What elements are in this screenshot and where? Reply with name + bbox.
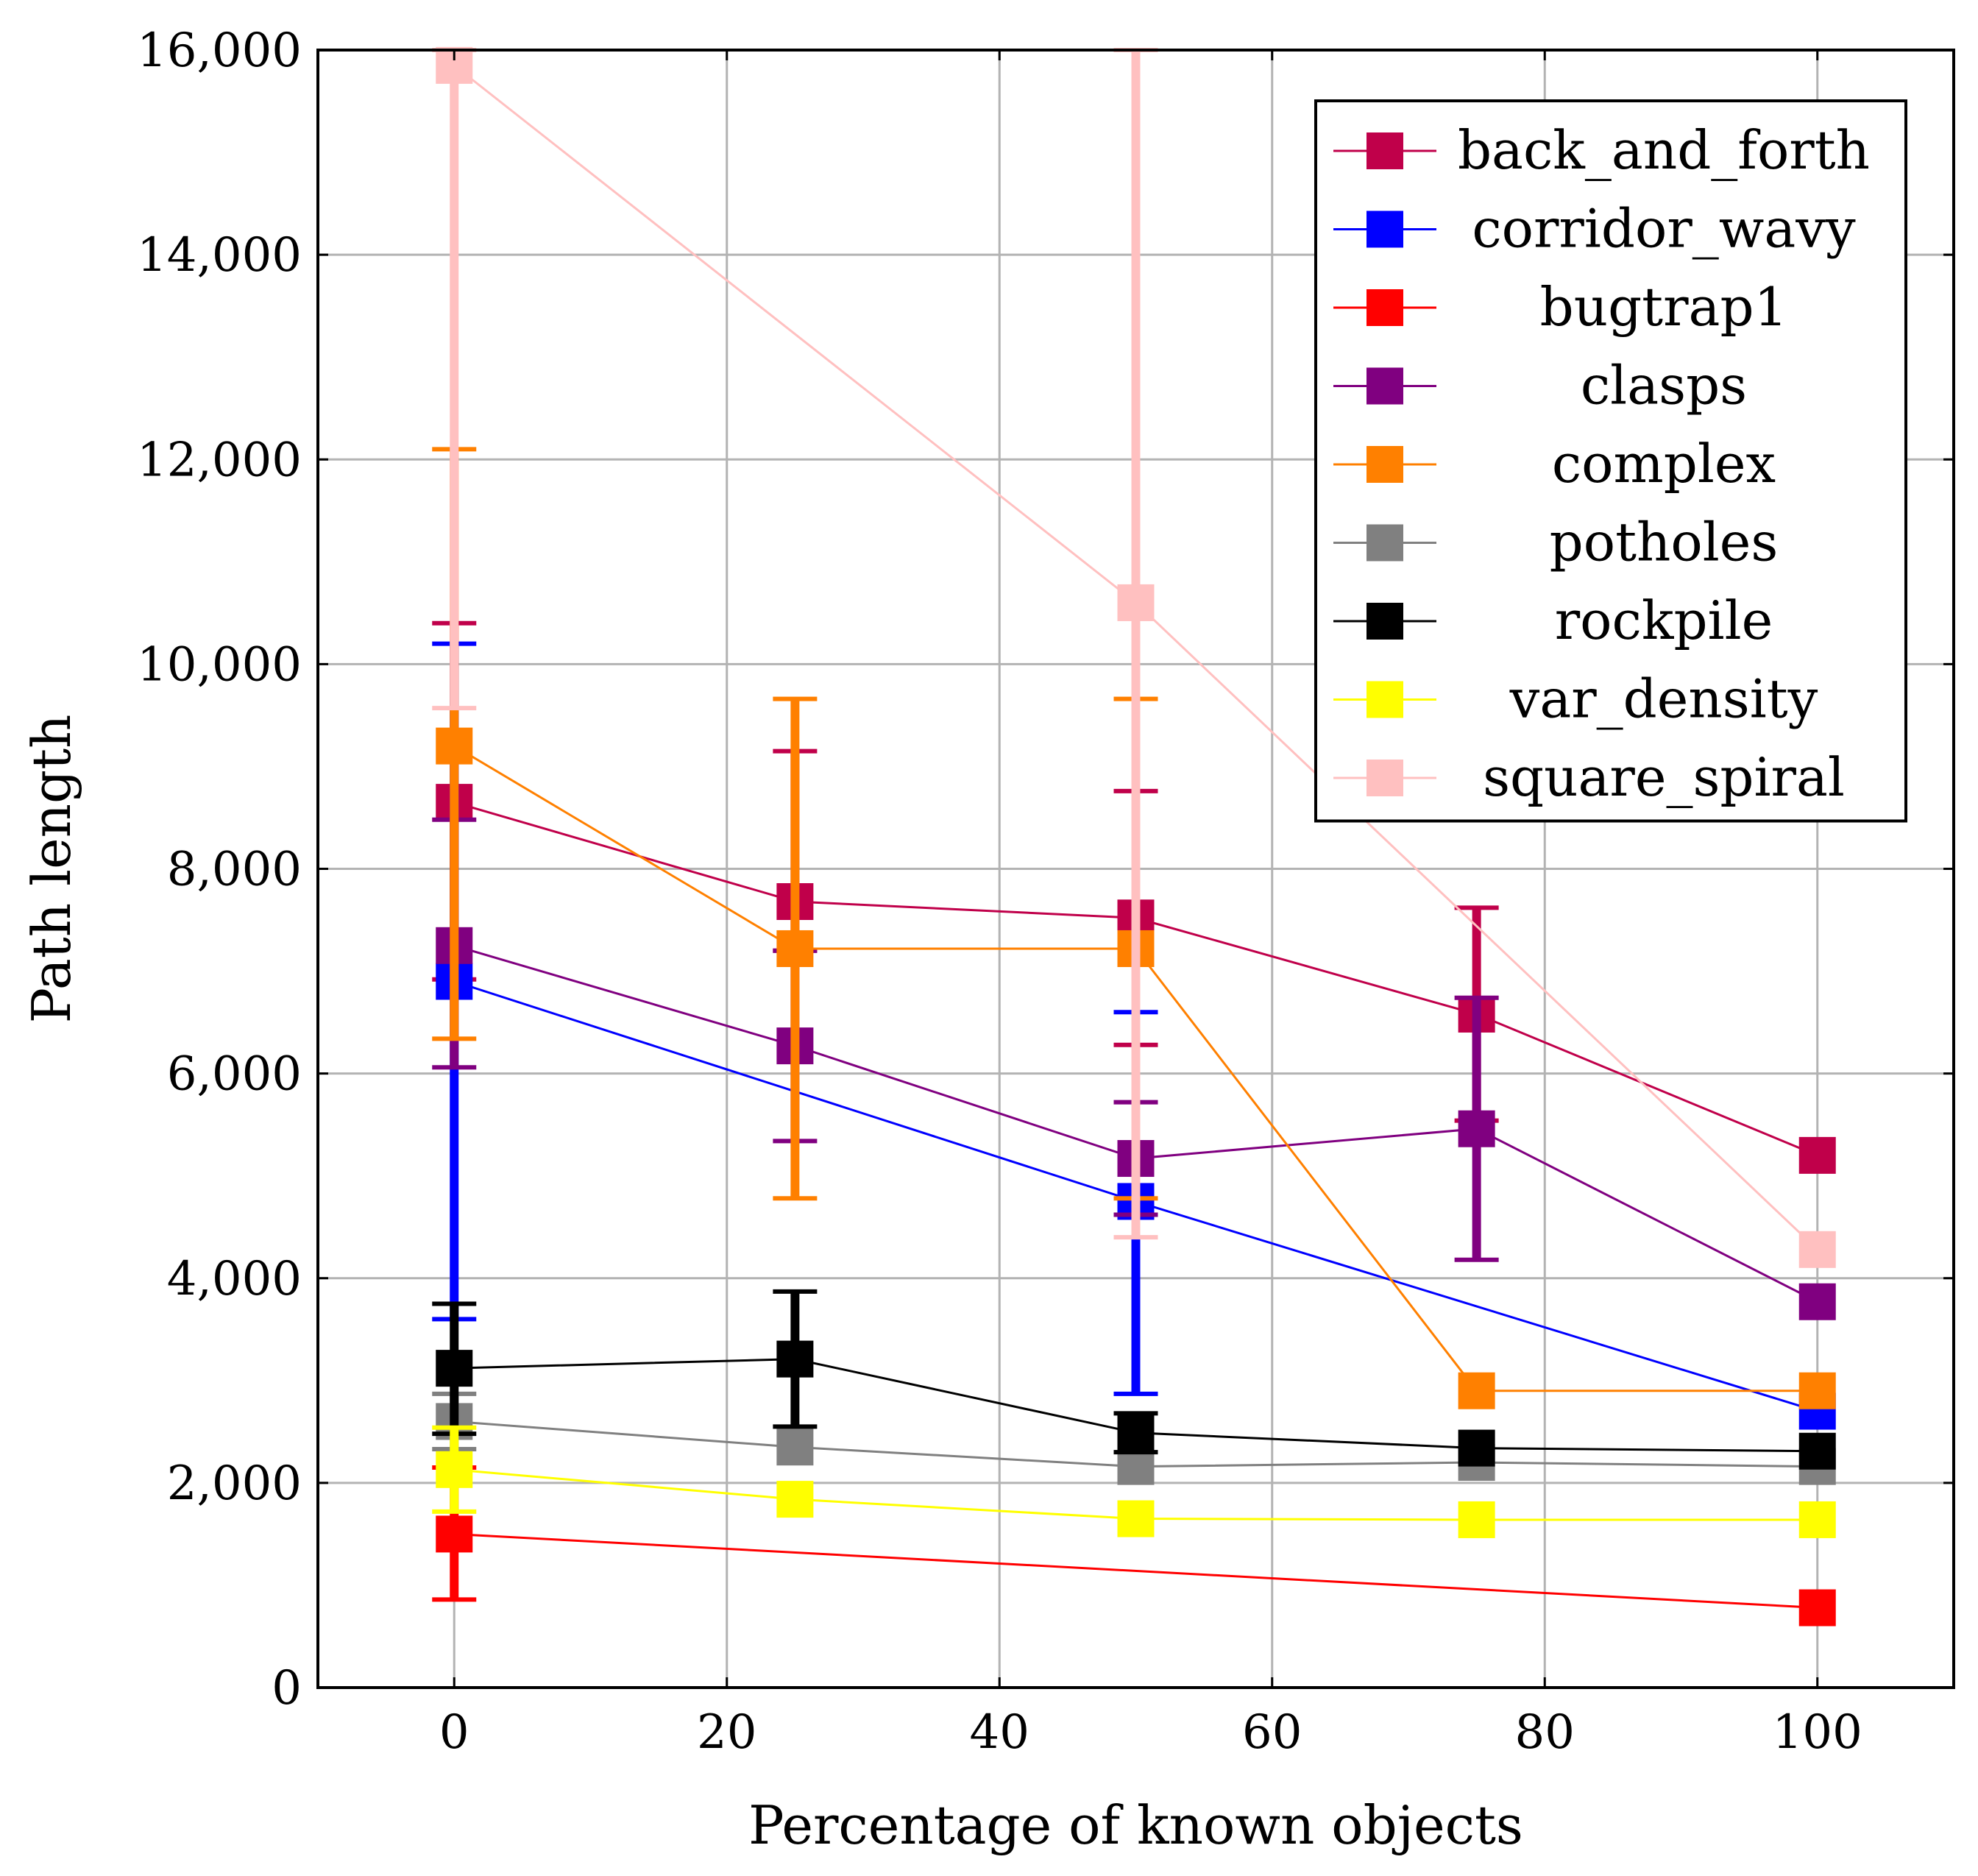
legend-label: complex bbox=[1552, 433, 1776, 495]
legend-item-corridor_wavy: corridor_wavy bbox=[1333, 198, 1856, 260]
legend-item-complex: complex bbox=[1333, 433, 1776, 495]
x-tick-label: 60 bbox=[1242, 1705, 1302, 1760]
y-tick-label: 8,000 bbox=[167, 843, 302, 897]
legend-item-var_density: var_density bbox=[1333, 668, 1818, 730]
legend-item-back_and_forth: back_and_forth bbox=[1333, 119, 1870, 181]
x-tick-label: 0 bbox=[439, 1705, 469, 1760]
data-point bbox=[1798, 1372, 1836, 1409]
legend-marker bbox=[1366, 524, 1403, 562]
legend-label: potholes bbox=[1550, 512, 1779, 573]
legend-label: back_and_forth bbox=[1458, 119, 1870, 181]
y-tick-label: 14,000 bbox=[137, 228, 302, 283]
legend-marker bbox=[1366, 681, 1403, 718]
data-point bbox=[776, 1340, 814, 1378]
series-line bbox=[454, 1532, 1818, 1610]
series-layer bbox=[432, 46, 1836, 1627]
y-tick-label: 10,000 bbox=[137, 637, 302, 692]
data-point bbox=[1798, 1432, 1836, 1470]
legend-marker bbox=[1366, 132, 1403, 169]
data-point bbox=[436, 727, 473, 765]
legend-label: rockpile bbox=[1555, 590, 1773, 651]
y-tick-label: 4,000 bbox=[167, 1252, 302, 1306]
y-axis-label: Path length bbox=[21, 715, 82, 1024]
data-point bbox=[436, 1515, 473, 1553]
data-point bbox=[776, 1481, 814, 1518]
y-tick-label: 12,000 bbox=[137, 433, 302, 487]
legend-item-rockpile: rockpile bbox=[1333, 590, 1773, 651]
y-tick-label: 0 bbox=[272, 1661, 302, 1716]
legend-marker bbox=[1366, 760, 1403, 796]
x-tick-label: 100 bbox=[1773, 1705, 1862, 1760]
y-tick-label: 2,000 bbox=[167, 1456, 302, 1511]
series-square_spiral bbox=[432, 46, 1836, 1268]
data-point bbox=[776, 930, 814, 967]
legend-marker bbox=[1366, 210, 1403, 248]
y-tick-label: 6,000 bbox=[167, 1047, 302, 1102]
data-point bbox=[1458, 1110, 1495, 1147]
data-point bbox=[1117, 1500, 1155, 1537]
legend-box bbox=[1314, 99, 1907, 823]
legend-item-clasps: clasps bbox=[1333, 355, 1747, 417]
legend-label: corridor_wavy bbox=[1472, 198, 1856, 260]
x-axis-ticks: 0 20 40 60 80 100 bbox=[439, 50, 1862, 1760]
data-point bbox=[1798, 1501, 1836, 1538]
legend-label: bugtrap1 bbox=[1540, 276, 1788, 338]
data-point bbox=[1458, 1501, 1495, 1538]
data-point bbox=[1458, 1429, 1495, 1467]
data-point bbox=[1798, 1283, 1836, 1320]
data-point bbox=[1798, 1136, 1836, 1174]
x-tick-label: 40 bbox=[970, 1705, 1029, 1760]
x-axis-label: Percentage of known objects bbox=[748, 1794, 1523, 1856]
y-tick-label: 16,000 bbox=[137, 24, 302, 78]
legend-item-square_spiral: square_spiral bbox=[1333, 746, 1845, 808]
data-point bbox=[1798, 1231, 1836, 1268]
x-tick-label: 80 bbox=[1515, 1705, 1575, 1760]
series-bugtrap1 bbox=[432, 1465, 1836, 1627]
legend-label: var_density bbox=[1509, 668, 1818, 730]
legend-item-potholes: potholes bbox=[1333, 512, 1778, 573]
legend-label: square_spiral bbox=[1483, 746, 1845, 808]
legend-label: clasps bbox=[1581, 355, 1747, 417]
legend-marker bbox=[1366, 367, 1403, 405]
legend-marker bbox=[1366, 446, 1403, 483]
data-point bbox=[436, 1350, 473, 1387]
legend: back_and_forth corridor_wavy bugtrap1 clasp… bbox=[1314, 99, 1907, 823]
legend-marker bbox=[1366, 603, 1403, 640]
data-point bbox=[1117, 1414, 1155, 1451]
data-point bbox=[776, 1429, 814, 1466]
legend-item-bugtrap1: bugtrap1 bbox=[1333, 276, 1787, 338]
data-point bbox=[436, 1451, 473, 1488]
y-axis-ticks: 0 2,000 4,000 6,000 8,000 10,000 12,000 14,000 1… bbox=[137, 24, 1954, 1716]
data-point bbox=[1798, 1589, 1836, 1627]
legend-marker bbox=[1366, 289, 1403, 326]
data-point bbox=[1458, 1372, 1495, 1409]
x-tick-label: 20 bbox=[697, 1705, 756, 1760]
data-point bbox=[1117, 584, 1155, 621]
series-var_density bbox=[432, 1425, 1836, 1538]
